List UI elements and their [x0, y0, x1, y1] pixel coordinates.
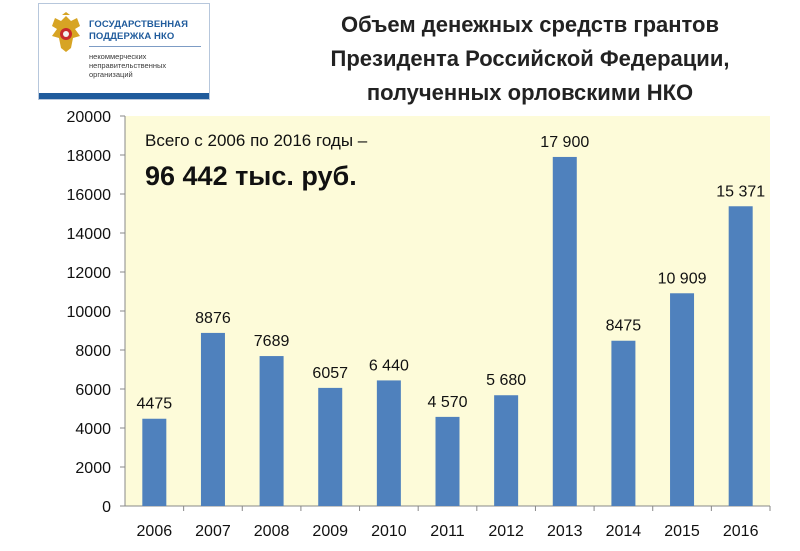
bar-value-label: 17 900: [540, 134, 589, 151]
x-tick-label: 2015: [664, 523, 700, 540]
total-amount: 96 442 тыс. руб.: [145, 161, 357, 191]
y-tick-label: 20000: [67, 109, 112, 126]
bar: [435, 416, 460, 506]
x-tick-label: 2012: [488, 523, 524, 540]
bar-value-label: 7689: [254, 333, 290, 350]
x-tick-label: 2008: [254, 523, 290, 540]
bar: [611, 340, 636, 506]
bar: [318, 387, 343, 506]
bar-value-label: 4 570: [427, 394, 467, 411]
bar: [259, 356, 284, 506]
title-line-1: Объем денежных средств грантов: [340, 12, 720, 37]
bar-value-label: 6 440: [369, 357, 409, 374]
y-tick-label: 0: [102, 499, 111, 516]
x-tick-label: 2014: [606, 523, 642, 540]
title-line-2: Президента Российской Федерации,: [330, 46, 730, 71]
y-tick-label: 10000: [67, 304, 112, 321]
bar-value-label: 5 680: [486, 372, 526, 389]
bar-value-label: 10 909: [658, 270, 707, 287]
bar: [494, 395, 519, 506]
bar: [376, 380, 401, 506]
x-tick-label: 2006: [137, 523, 173, 540]
logo-divider: [89, 46, 201, 47]
bar: [142, 418, 167, 506]
x-tick-label: 2016: [723, 523, 759, 540]
bar-value-label: 6057: [312, 365, 348, 382]
y-tick-label: 8000: [75, 343, 111, 360]
x-tick-label: 2011: [430, 523, 465, 540]
x-tick-label: 2013: [547, 523, 583, 540]
y-tick-label: 4000: [75, 421, 111, 438]
title-line-3: полученных орловскими НКО: [366, 80, 694, 105]
y-tick-label: 14000: [67, 226, 112, 243]
bar: [200, 332, 225, 506]
x-tick-label: 2009: [312, 523, 348, 540]
logo-band: [39, 93, 209, 99]
logo-subtitle: некоммерческих неправительственных орган…: [89, 52, 167, 79]
x-tick-label: 2007: [195, 523, 231, 540]
y-tick-label: 18000: [67, 148, 112, 165]
bar-value-label: 15 371: [716, 183, 765, 200]
x-tick-label: 2010: [371, 523, 407, 540]
y-tick-label: 12000: [67, 265, 112, 282]
bar: [552, 156, 577, 506]
russian-coat-of-arms-icon: [52, 12, 80, 52]
bar-value-label: 8475: [606, 318, 642, 335]
y-tick-label: 16000: [67, 187, 112, 204]
total-note: Всего с 2006 по 2016 годы –: [145, 131, 368, 150]
y-tick-label: 2000: [75, 460, 111, 477]
bar: [728, 206, 753, 506]
logo: ГОСУДАРСТВЕННАЯ ПОДДЕРЖКА НКО некоммерче…: [38, 3, 210, 100]
y-tick-label: 6000: [75, 382, 111, 399]
logo-title: ГОСУДАРСТВЕННАЯ ПОДДЕРЖКА НКО: [89, 19, 189, 42]
bar-value-label: 8876: [195, 310, 231, 327]
chart-title: Объем денежных средств грантов Президент…: [230, 8, 800, 110]
bar: [670, 293, 695, 506]
bar-value-label: 4475: [137, 396, 173, 413]
